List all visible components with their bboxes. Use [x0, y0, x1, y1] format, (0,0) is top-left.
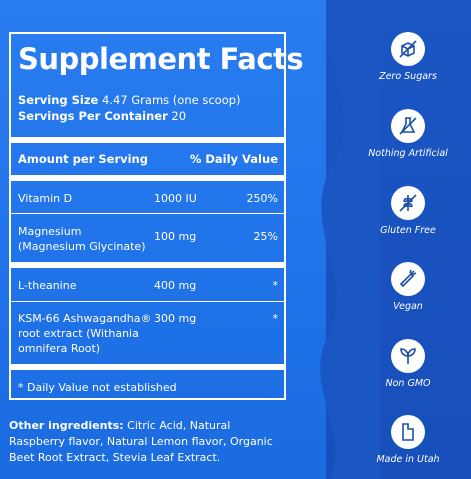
row-divider: [11, 213, 284, 214]
sugar-cube-crossed-icon: [391, 32, 425, 66]
daily-value-header: % Daily Value: [189, 152, 278, 166]
nutrient-dv: *: [272, 312, 279, 325]
panel-title: Supplement Facts: [18, 42, 304, 76]
serving-info: Serving Size 4.47 Grams (one scoop) Serv…: [18, 92, 241, 124]
badge-made-in-utah: Made in Utah: [368, 415, 448, 465]
badge-non-gmo: Non GMO: [368, 339, 448, 389]
amount-per-serving-header: Amount per Serving: [18, 152, 148, 166]
badge-label: Gluten Free: [380, 225, 436, 236]
badge-zero-sugars: Zero Sugars: [368, 32, 448, 82]
nutrient-dv: 250%: [246, 192, 278, 205]
nutrient-name-detail: omnifera Root): [18, 342, 101, 355]
badge-label: Zero Sugars: [379, 71, 437, 82]
badge-label: Vegan: [393, 301, 423, 312]
wheat-crossed-icon: [391, 186, 425, 220]
flask-crossed-icon: [391, 109, 425, 143]
badge-gluten-free: Gluten Free: [368, 186, 448, 236]
wave-divider: [320, 0, 380, 479]
nutrient-amount: 100 mg: [154, 230, 197, 243]
ingredients-text: Citric Acid, Natural Raspberry flavor, N…: [9, 419, 273, 464]
serving-size-label: Serving Size: [18, 93, 99, 107]
supplement-facts-panel: Supplement Facts Serving Size 4.47 Grams…: [9, 32, 304, 400]
nutrient-dv: *: [272, 279, 279, 292]
nutrient-name-detail: (Magnesium Glycinate): [18, 240, 146, 253]
nutrient-amount: 1000 IU: [154, 192, 197, 205]
servings-label: Servings Per Container: [18, 109, 168, 123]
leaves-icon: [391, 339, 425, 373]
thick-rule: [11, 364, 284, 370]
row-divider: [11, 301, 284, 302]
utah-state-icon: [391, 415, 425, 449]
badge-label: Non GMO: [385, 378, 431, 389]
nutrient-name: Vitamin D: [18, 192, 73, 205]
footnote: * Daily Value not established: [18, 381, 177, 394]
nutrient-amount: 300 mg: [154, 312, 197, 325]
other-ingredients: Other ingredients: Citric Acid, Natural …: [9, 418, 289, 466]
badge-vegan: Vegan: [368, 262, 448, 312]
thick-rule: [11, 262, 284, 268]
thick-rule: [11, 175, 284, 181]
badge-label: Made in Utah: [376, 454, 440, 465]
nutrient-dv: 25%: [253, 230, 278, 243]
nutrient-name: L-theanine: [18, 279, 77, 292]
serving-size-value: 4.47 Grams (one scoop): [102, 93, 241, 107]
servings-value: 20: [171, 109, 187, 123]
badge-nothing-artificial: Nothing Artificial: [368, 109, 448, 159]
nutrient-name: KSM-66 Ashwagandha®: [18, 312, 152, 325]
nutrient-name-detail: root extract (Withania: [18, 327, 139, 340]
nutrient-name: Magnesium: [18, 225, 82, 238]
nutrient-amount: 400 mg: [154, 279, 197, 292]
badge-label: Nothing Artificial: [368, 148, 448, 159]
carrot-icon: [391, 262, 425, 296]
thick-rule: [11, 137, 284, 143]
ingredients-label: Other ingredients:: [9, 419, 124, 432]
